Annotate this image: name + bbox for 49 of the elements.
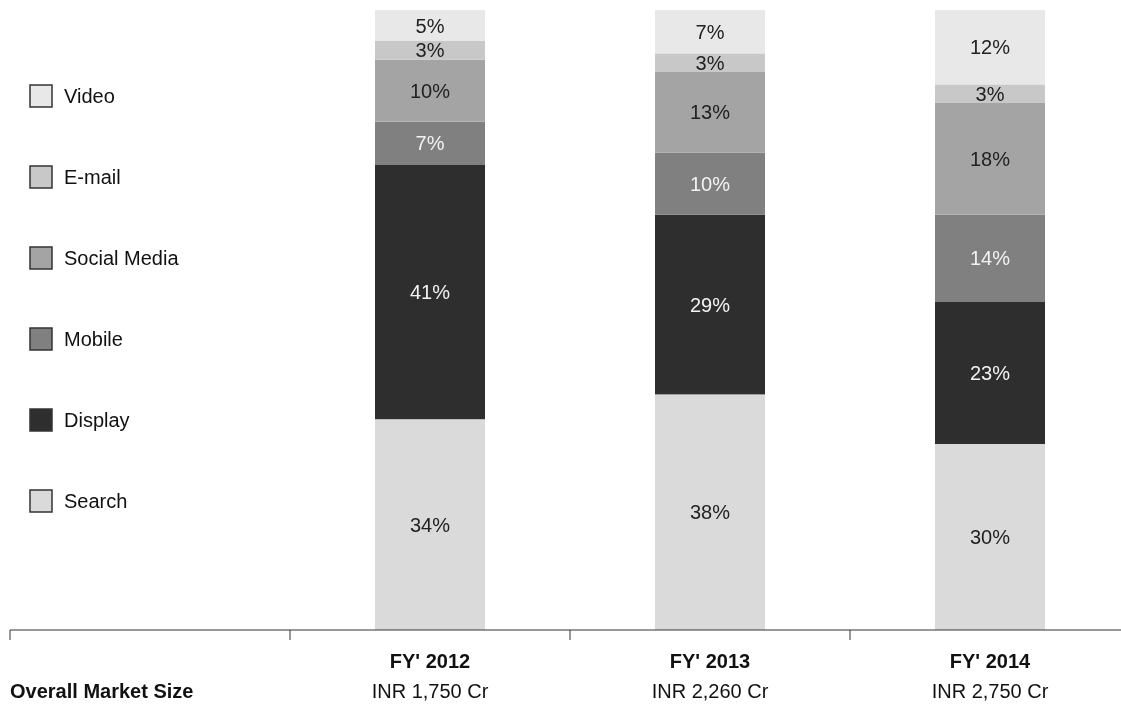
text: INR 1,750 Cr <box>371 680 489 702</box>
text: INR 2,260 Cr <box>651 680 769 702</box>
bar <box>935 10 1045 85</box>
bar <box>375 121 485 165</box>
data-label: 10% <box>409 79 451 102</box>
bar <box>375 41 485 60</box>
data-label: 13% <box>689 101 731 124</box>
bar <box>935 444 1045 630</box>
data-label: 3% <box>695 51 725 74</box>
bar <box>375 10 485 41</box>
legend-label: Mobile <box>64 328 123 350</box>
bar <box>655 394 765 630</box>
data-label: 3% <box>415 39 445 62</box>
data-label: 5% <box>415 14 445 37</box>
legend-label: Search <box>64 490 128 512</box>
data-label: 7% <box>415 132 445 155</box>
bar <box>655 72 765 153</box>
bar <box>375 165 485 420</box>
data-label: 41% <box>409 281 451 304</box>
bar <box>935 214 1045 302</box>
data-label: 30% <box>969 526 1011 548</box>
data-label: 34% <box>409 513 451 536</box>
legend-label: Social Media <box>64 247 180 269</box>
data-label: 38% <box>689 501 731 524</box>
data-label: 14% <box>969 247 1011 269</box>
bar <box>375 419 485 630</box>
bar <box>935 84 1045 103</box>
bar <box>655 214 765 395</box>
x-tick-label: FY' 2014 <box>949 650 1032 672</box>
legend-label: E-mail <box>64 166 121 188</box>
text: INR 2,750 Cr <box>931 680 1049 702</box>
x-tick-label: FY' 2012 <box>389 650 471 672</box>
legend-label: Video <box>64 85 115 107</box>
data-label: 3% <box>975 82 1005 105</box>
data-label: 12% <box>969 36 1011 59</box>
data-label: 18% <box>969 147 1011 170</box>
bar <box>935 301 1045 444</box>
x-tick-label: FY' 2013 <box>669 650 751 672</box>
bar <box>375 59 485 122</box>
data-label: 7% <box>695 20 725 43</box>
legend-label: Display <box>64 409 130 431</box>
bar <box>655 152 765 215</box>
data-label: 29% <box>689 293 731 316</box>
bar <box>935 103 1045 215</box>
data-label: 10% <box>689 172 731 195</box>
data-label: 23% <box>969 361 1011 384</box>
bar <box>655 53 765 72</box>
text: Overall Market Size <box>10 680 194 702</box>
bar <box>655 10 765 54</box>
